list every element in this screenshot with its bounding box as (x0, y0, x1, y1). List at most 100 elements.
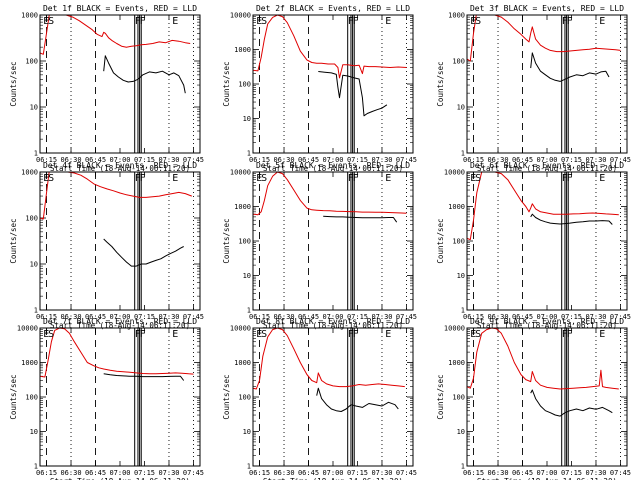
y-tick-label: 100 (452, 58, 465, 66)
plot-area (253, 15, 407, 153)
y-tick-label: 1 (461, 307, 465, 315)
y-tick-label: 1000 (448, 359, 465, 367)
x-tick-label: 06:30 (60, 469, 81, 477)
panel-4: Det 4f BLACK = Events, RED = LLD 1 10 100 10… (9, 161, 204, 330)
flag-marker: F (140, 173, 146, 184)
y-tick-label: 100 (238, 238, 251, 246)
plot-area (467, 172, 621, 310)
plot-area (40, 15, 194, 153)
x-tick-label: 07:00 (536, 313, 557, 321)
events-series-line (530, 52, 610, 82)
x-axis-label: Start Time (18-Aug-14 06:11:20) (50, 321, 190, 330)
x-tick-label: 07:15 (134, 313, 155, 321)
y-tick-label: 10 (30, 261, 38, 269)
flag-marker: E (385, 173, 391, 184)
flag-marker: F (562, 329, 568, 340)
x-tick-label: 07:30 (371, 156, 392, 164)
panel-title: Det 7f BLACK = Events, RED = LLD (43, 317, 197, 326)
y-axis-label: Counts/sec (436, 374, 445, 419)
lld-series-line (467, 15, 621, 62)
flag-marker: F (135, 173, 141, 184)
events-series-line (530, 389, 613, 417)
x-tick-label: 07:30 (158, 156, 179, 164)
flag-marker: E (172, 173, 178, 184)
x-tick-label: 06:30 (60, 156, 81, 164)
y-tick-label: 1 (247, 307, 251, 315)
flag-marker: F (567, 173, 573, 184)
x-tick-label: 07:15 (134, 156, 155, 164)
flag-marker: F (353, 16, 359, 27)
lld-series-line (467, 328, 619, 390)
flag-marker: E (256, 173, 262, 184)
x-tick-label: 07:30 (371, 313, 392, 321)
x-tick-label: 07:00 (322, 313, 343, 321)
flag-marker: E (43, 329, 49, 340)
y-tick-label: 100 (25, 215, 38, 223)
y-tick-label: 1 (247, 463, 251, 471)
y-axis-label: Counts/sec (222, 374, 231, 419)
flag-marker: E (599, 173, 605, 184)
flag-marker: S (261, 329, 267, 340)
panel-title: Det 1f BLACK = Events, RED = LLD (43, 4, 197, 13)
x-tick-label: 07:15 (347, 469, 368, 477)
y-axis-label: Counts/sec (222, 61, 231, 106)
lld-series-line (467, 172, 619, 241)
y-tick-label: 10 (457, 428, 465, 436)
flag-marker: E (172, 329, 178, 340)
plot-area (467, 328, 621, 466)
flag-marker: F (353, 329, 359, 340)
events-series-line (318, 71, 388, 117)
panel-title: Det 2f BLACK = Events, RED = LLD (256, 4, 410, 13)
x-tick-label: 07:00 (322, 156, 343, 164)
flag-marker: F (562, 16, 568, 27)
flag-marker: E (256, 329, 262, 340)
panel-title: Det 5f BLACK = Events, RED = LLD (256, 161, 410, 170)
x-tick-label: 06:30 (60, 313, 81, 321)
events-series-line (103, 55, 186, 94)
y-axis-label: Counts/sec (222, 218, 231, 263)
y-tick-label: 100 (25, 58, 38, 66)
x-tick-label: 07:45 (183, 156, 204, 164)
panel-3: Det 3f BLACK = Events, RED = LLD 1 10 100 10… (436, 4, 631, 173)
x-tick-label: 06:15 (249, 469, 270, 477)
x-tick-label: 06:45 (85, 469, 106, 477)
y-tick-label: 1 (247, 150, 251, 158)
x-tick-label: 06:45 (298, 313, 319, 321)
x-tick-label: 06:15 (36, 313, 57, 321)
x-tick-label: 07:45 (396, 313, 417, 321)
y-tick-label: 1 (34, 307, 38, 315)
lld-series-line (40, 15, 191, 55)
panel-6: Det 6f BLACK = Events, RED = LLD 1 10 100 10… (436, 161, 631, 330)
x-axis-label: Start Time (18-Aug-14 06:11:20) (263, 477, 403, 480)
flag-marker: F (348, 16, 354, 27)
x-tick-label: 07:30 (585, 469, 606, 477)
x-axis-label: Start Time (18-Aug-14 06:11:20) (50, 477, 190, 480)
y-tick-label: 10 (30, 104, 38, 112)
y-tick-label: 10000 (230, 169, 251, 177)
x-tick-label: 06:30 (487, 313, 508, 321)
x-tick-label: 06:15 (36, 156, 57, 164)
x-tick-label: 06:15 (463, 156, 484, 164)
plot-area (253, 328, 407, 466)
flag-marker: F (140, 329, 146, 340)
y-tick-label: 1000 (21, 12, 38, 20)
flag-marker: S (475, 173, 481, 184)
y-tick-label: 10 (243, 428, 251, 436)
x-tick-label: 07:15 (347, 156, 368, 164)
y-tick-label: 10000 (230, 12, 251, 20)
x-axis-label: Start Time (18-Aug-14 06:11:20) (477, 321, 617, 330)
x-tick-label: 06:45 (85, 156, 106, 164)
x-tick-label: 06:45 (512, 156, 533, 164)
x-tick-label: 07:15 (561, 156, 582, 164)
y-tick-label: 1 (34, 150, 38, 158)
y-axis-label: Counts/sec (436, 61, 445, 106)
y-tick-label: 100 (238, 394, 251, 402)
lld-series-line (40, 328, 194, 378)
flag-marker: E (599, 16, 605, 27)
panel-9: Det 9f BLACK = Events, RED = LLD 1 10 100 10… (436, 317, 631, 480)
panel-title: Det 9f BLACK = Events, RED = LLD (470, 317, 624, 326)
x-tick-label: 07:00 (322, 469, 343, 477)
panel-5: Det 5f BLACK = Events, RED = LLD 1 10 100 10… (222, 161, 417, 330)
flag-marker: E (470, 173, 476, 184)
y-axis-label: Counts/sec (436, 218, 445, 263)
